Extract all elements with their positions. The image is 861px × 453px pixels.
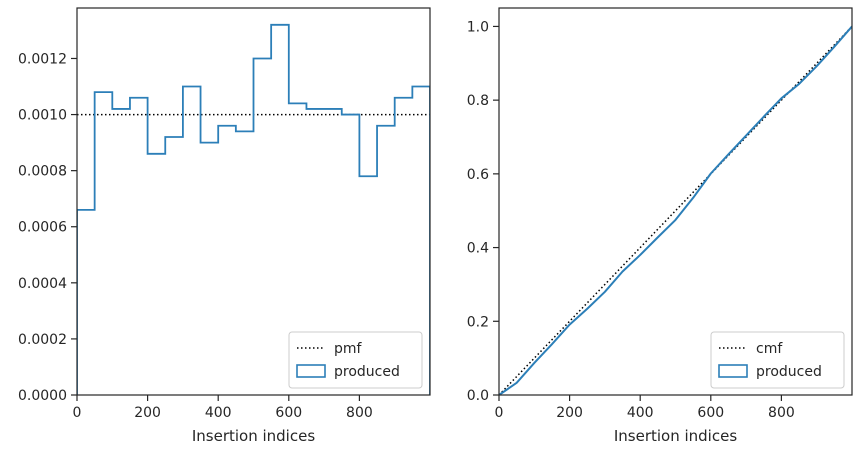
y-tick-label: 0.0006 xyxy=(18,220,67,236)
legend-swatch-produced xyxy=(718,364,748,378)
y-tick-label: 0.0004 xyxy=(18,276,67,292)
x-tick-label: 200 xyxy=(556,405,583,421)
y-tick-label: 0.0010 xyxy=(18,108,67,124)
legend-box xyxy=(288,331,423,389)
x-tick-label: 800 xyxy=(346,405,373,421)
legend: pmf produced xyxy=(288,331,423,389)
plot-area xyxy=(77,23,430,395)
y-tick-label: 0.0008 xyxy=(18,164,67,180)
y-tick-label: 0.0012 xyxy=(18,51,67,67)
legend-swatch-produced xyxy=(296,364,326,378)
x-tick-label: 400 xyxy=(627,405,654,421)
y-tick-label: 0.8 xyxy=(467,93,489,109)
y-tick-label: 0.4 xyxy=(467,241,489,257)
x-tick-label: 600 xyxy=(275,405,302,421)
legend-label-cmf: cmf xyxy=(756,341,783,357)
legend-label-pmf: pmf xyxy=(334,341,363,357)
y-tick-label: 0.0000 xyxy=(18,388,67,404)
y-tick-label: 0.2 xyxy=(467,314,489,330)
x-tick-label: 0 xyxy=(73,405,82,421)
y-tick-label: 0.6 xyxy=(467,167,489,183)
series-line-produced xyxy=(499,25,852,395)
y-tick-label: 0.0002 xyxy=(18,332,67,348)
left-panel: 0 200 400 600 800 0.0000 0.0002 0.0004 0.0006 0.0… xyxy=(18,7,431,445)
series-line-produced xyxy=(77,23,430,395)
y-tick-label: 1.0 xyxy=(467,19,489,35)
legend-label-produced: produced xyxy=(334,364,400,380)
legend-box xyxy=(710,331,845,389)
x-tick-label: 0 xyxy=(495,405,504,421)
y-tick-label: 0.0 xyxy=(467,388,489,404)
x-tick-label: 200 xyxy=(134,405,161,421)
x-tick-label: 800 xyxy=(768,405,795,421)
plot-area xyxy=(499,25,852,395)
x-tick-label: 600 xyxy=(697,405,724,421)
x-tick-label: 400 xyxy=(205,405,232,421)
right-panel: 0 200 400 600 800 0.0 0.2 0.4 0.6 0.8 1.0 Insertion… xyxy=(467,7,853,445)
x-axis-label: Insertion indices xyxy=(192,427,315,445)
axes-frame xyxy=(76,7,431,396)
axes-frame xyxy=(498,7,853,396)
x-axis-label: Insertion indices xyxy=(614,427,737,445)
legend: cmf produced xyxy=(710,331,845,389)
legend-label-produced: produced xyxy=(756,364,822,380)
